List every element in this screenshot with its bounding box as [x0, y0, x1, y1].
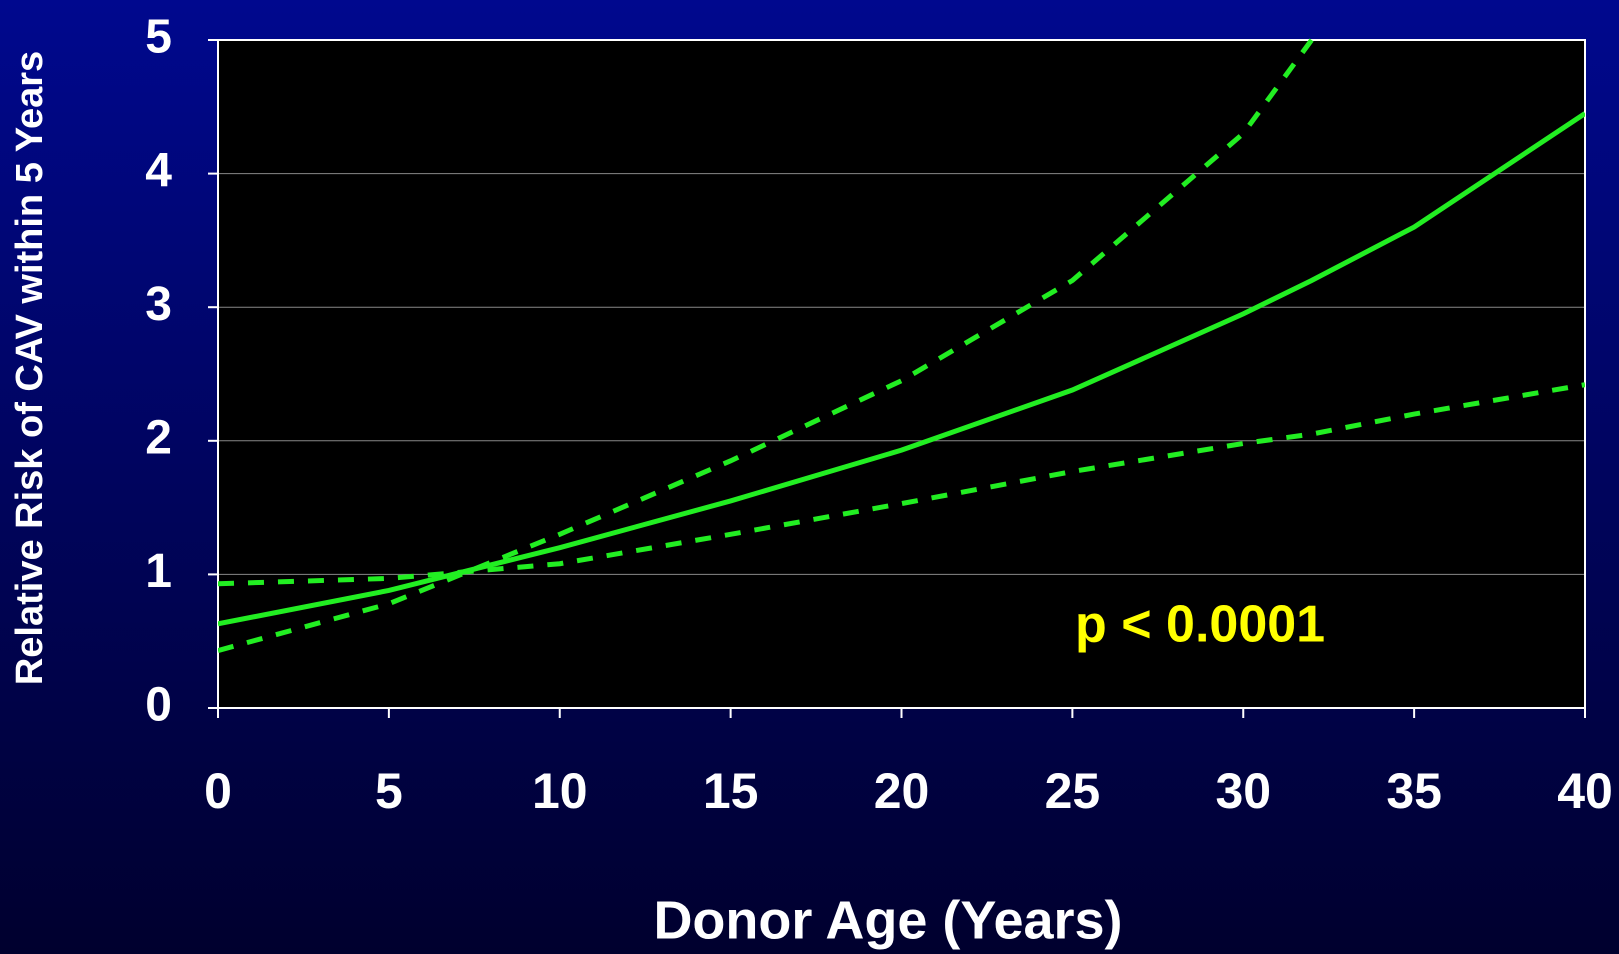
x-tick-label: 5	[375, 763, 403, 819]
y-tick-label: 0	[145, 679, 172, 732]
y-tick-label: 2	[145, 411, 172, 464]
x-axis-title: Donor Age (Years)	[653, 890, 1122, 950]
x-tick-label: 30	[1215, 763, 1271, 819]
plot-area	[218, 40, 1585, 708]
y-axis-title: Relative Risk of CAV within 5 Years	[9, 51, 51, 685]
y-tick-label: 3	[145, 278, 172, 331]
y-tick-label: 1	[145, 545, 172, 598]
line-series	[218, 111, 1585, 627]
x-tick-label: 20	[874, 763, 930, 819]
x-tick-label: 25	[1045, 763, 1101, 819]
y-tick-label: 5	[145, 11, 172, 64]
x-tick-label: 35	[1386, 763, 1442, 819]
y-tick-label: 4	[145, 144, 172, 197]
x-tick-label: 15	[703, 763, 759, 819]
x-tick-label: 10	[532, 763, 588, 819]
x-tick-label: 40	[1557, 763, 1613, 819]
x-tick-label: 0	[204, 763, 232, 819]
annotation: p < 0.0001	[1075, 596, 1325, 654]
plot-frame	[217, 39, 1586, 709]
line-series	[218, 38, 1314, 653]
